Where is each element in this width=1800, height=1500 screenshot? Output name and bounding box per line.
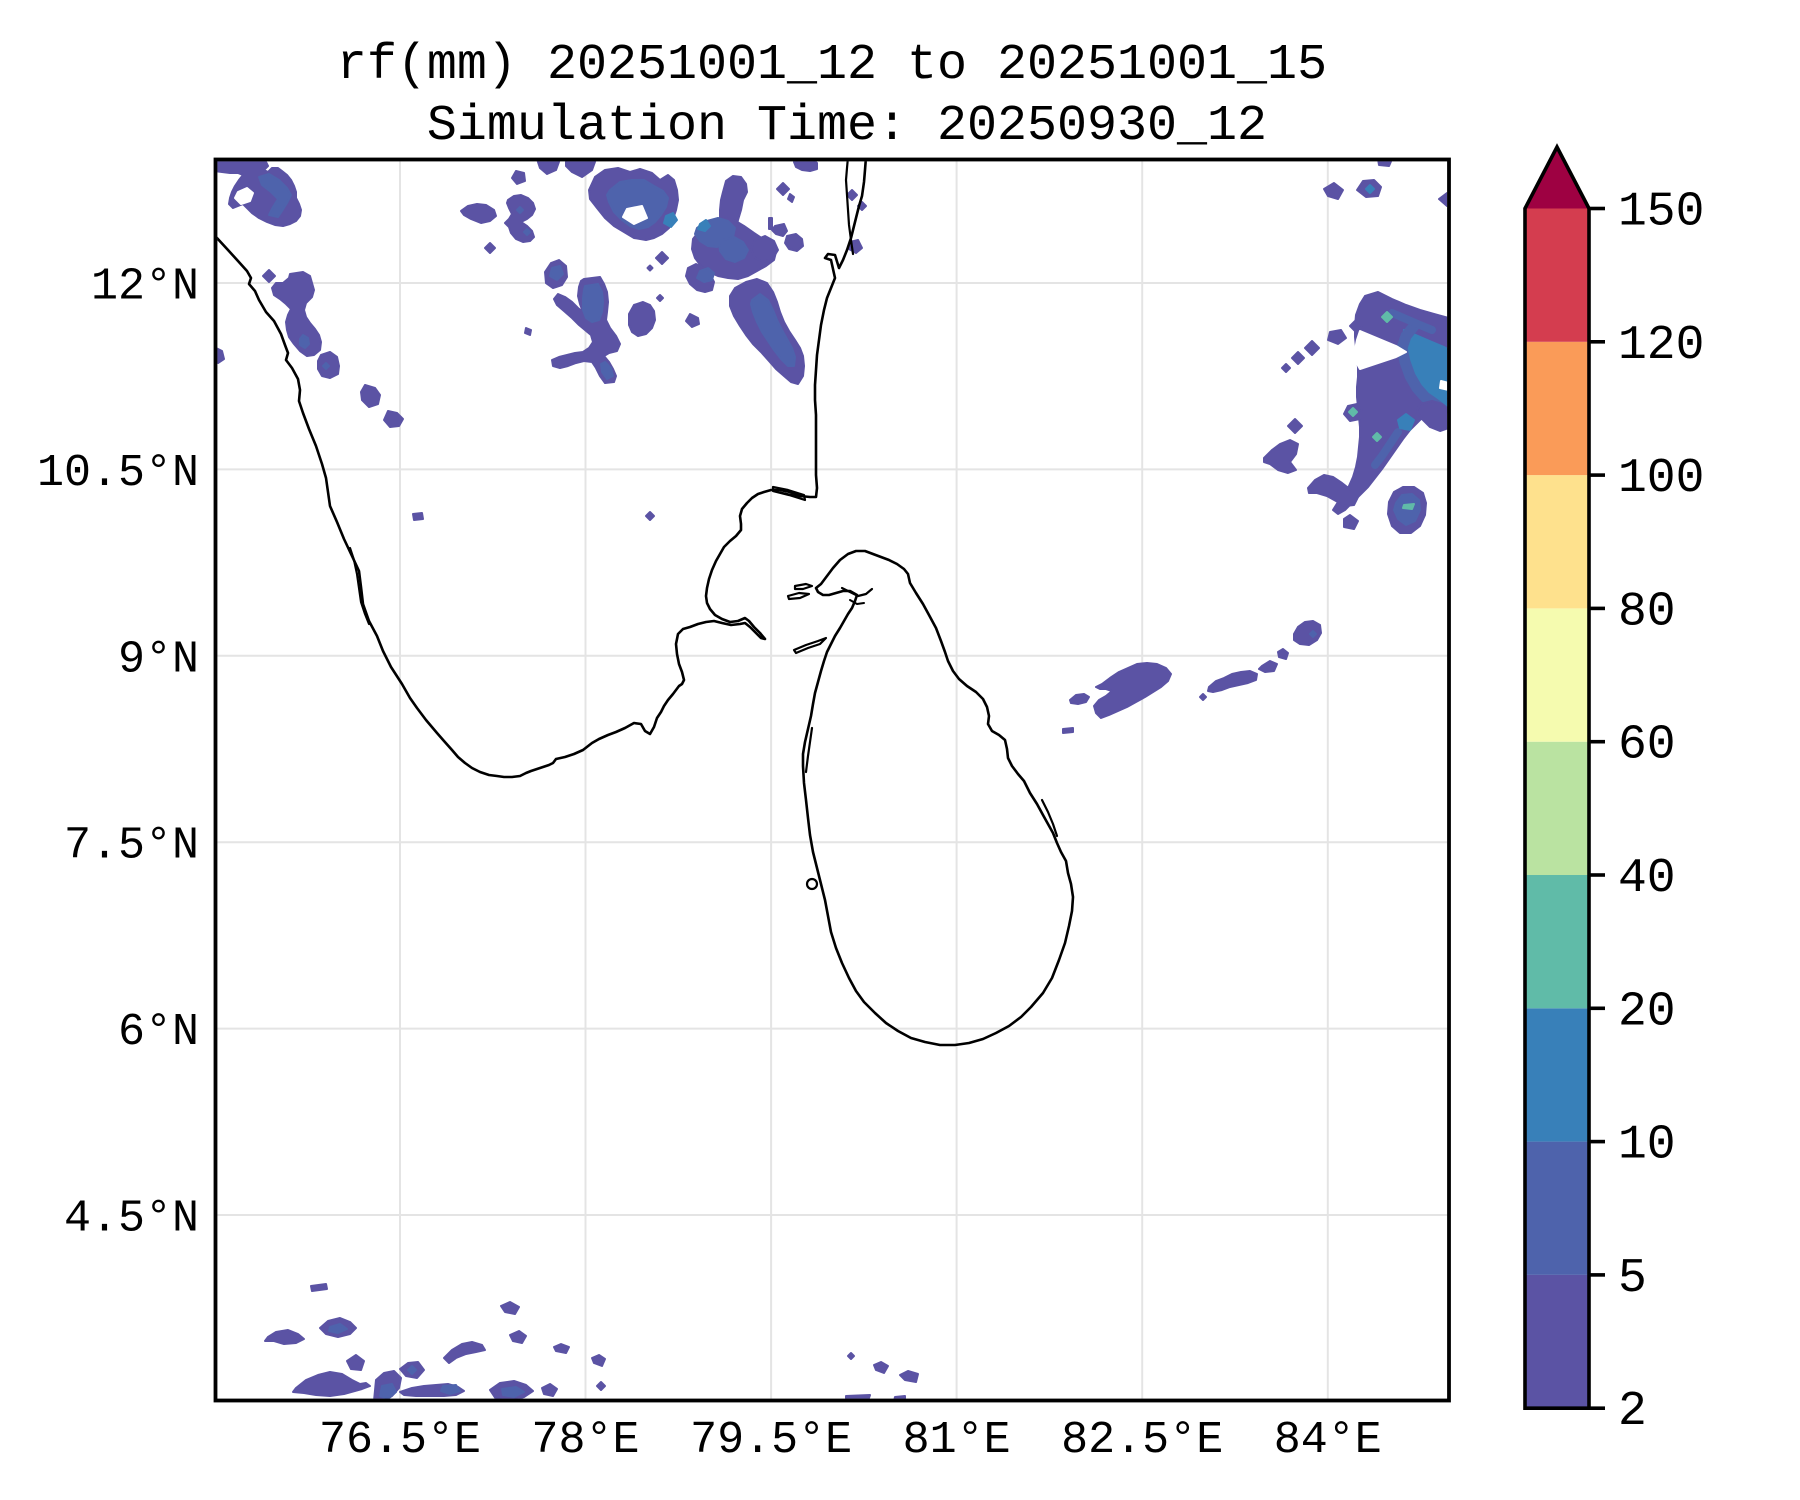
svg-text:150: 150 <box>1618 186 1704 240</box>
svg-text:78°E: 78°E <box>531 1415 639 1466</box>
svg-text:10.5°N: 10.5°N <box>37 448 199 499</box>
svg-text:4.5°N: 4.5°N <box>64 1194 199 1245</box>
svg-text:5: 5 <box>1618 1252 1647 1306</box>
svg-text:rf(mm) 20251001_12 to 20251001: rf(mm) 20251001_12 to 20251001_15 <box>337 37 1327 94</box>
svg-text:2: 2 <box>1618 1385 1647 1439</box>
svg-text:100: 100 <box>1618 452 1704 506</box>
svg-text:80: 80 <box>1618 585 1676 639</box>
svg-text:10: 10 <box>1618 1119 1676 1173</box>
svg-text:81°E: 81°E <box>903 1415 1011 1466</box>
svg-text:60: 60 <box>1618 719 1676 773</box>
svg-text:82.5°E: 82.5°E <box>1061 1415 1223 1466</box>
svg-text:76.5°E: 76.5°E <box>319 1415 481 1466</box>
svg-text:7.5°N: 7.5°N <box>64 821 199 872</box>
svg-text:120: 120 <box>1618 319 1704 373</box>
svg-text:84°E: 84°E <box>1274 1415 1382 1466</box>
svg-text:12°N: 12°N <box>91 262 199 313</box>
svg-text:9°N: 9°N <box>118 634 199 685</box>
svg-text:20: 20 <box>1618 985 1676 1039</box>
svg-text:79.5°E: 79.5°E <box>690 1415 852 1466</box>
svg-text:6°N: 6°N <box>118 1007 199 1058</box>
svg-text:40: 40 <box>1618 852 1676 906</box>
svg-text:Simulation Time: 20250930_12: Simulation Time: 20250930_12 <box>427 98 1267 155</box>
